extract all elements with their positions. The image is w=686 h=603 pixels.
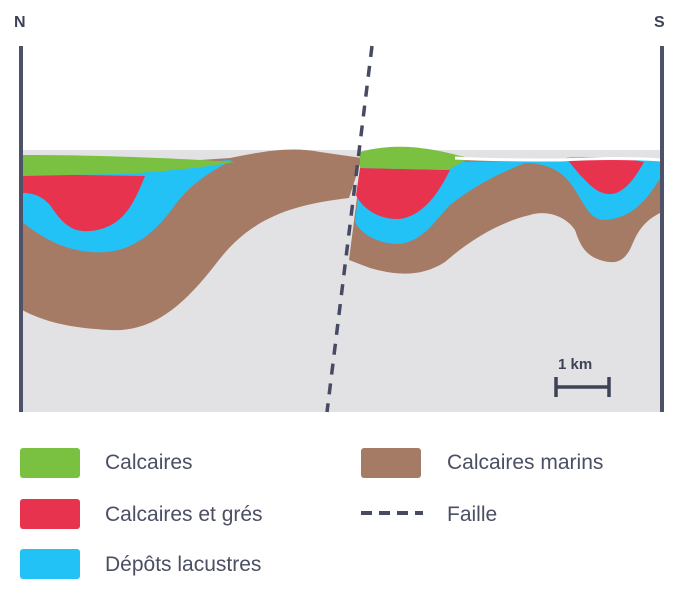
south-label: S bbox=[654, 14, 665, 31]
calcaires-gres-right-basin bbox=[566, 157, 644, 195]
legend-swatch-calcaires-marins bbox=[361, 448, 421, 478]
legend-label-calcaires-marins: Calcaires marins bbox=[447, 451, 604, 474]
calcaires-gres-left bbox=[22, 174, 145, 232]
legend-faille-dashed-line bbox=[361, 511, 423, 515]
legend-swatch-calcaires-gres bbox=[20, 499, 80, 529]
calcaires-right bbox=[360, 146, 470, 170]
legend-label-depots-lacustres: Dépôts lacustres bbox=[105, 553, 262, 576]
legend-swatch-depots-lacustres bbox=[20, 549, 80, 579]
legend-label-calcaires-gres: Calcaires et grés bbox=[105, 503, 263, 526]
legend-label-calcaires: Calcaires bbox=[105, 451, 193, 474]
scale-label: 1 km bbox=[558, 356, 593, 373]
north-label: N bbox=[14, 14, 26, 31]
legend-swatch-calcaires bbox=[20, 448, 80, 478]
contact-line-right bbox=[454, 156, 663, 162]
calcaires-left bbox=[22, 155, 235, 176]
legend-label-faille: Faille bbox=[447, 503, 498, 526]
calcaires-gres-left-basin bbox=[356, 168, 450, 220]
geological-cross-section bbox=[19, 45, 664, 413]
fault-line bbox=[325, 45, 374, 413]
scale-bar bbox=[554, 377, 611, 397]
